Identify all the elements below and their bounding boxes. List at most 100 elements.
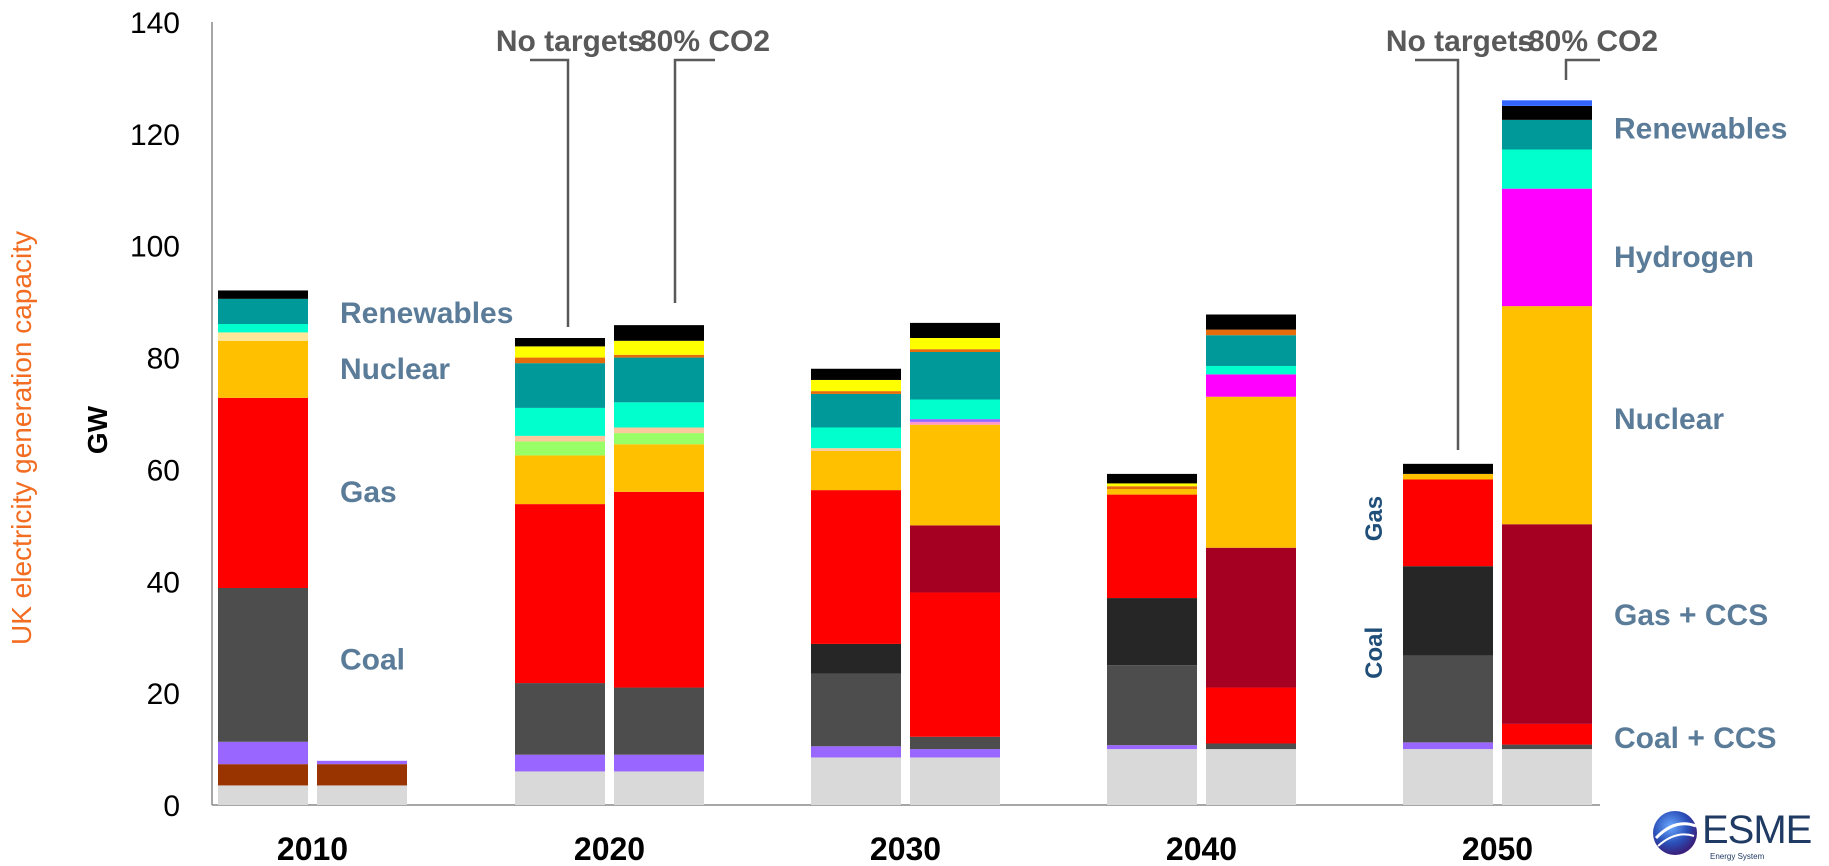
- bar-segment-gas: [1206, 687, 1296, 744]
- bar-segment-gas: [614, 491, 704, 688]
- bar-segment-coal: [515, 683, 605, 755]
- y-tick-label: 0: [163, 790, 180, 823]
- bar-segment-violet: [614, 754, 704, 772]
- bar-segment-base_grey: [1403, 749, 1493, 805]
- bar-segment-teal: [811, 393, 901, 428]
- bar-segment-teal: [1502, 119, 1592, 150]
- bar-segment-gas_ccs: [910, 525, 1000, 593]
- bar-segment-brown: [317, 764, 407, 786]
- x-group-label: 2030: [870, 831, 941, 866]
- bar-segment-peach: [614, 427, 704, 434]
- bar-segment-gas: [218, 397, 308, 588]
- bar-segment-black: [1502, 105, 1592, 120]
- bar-segment-cream: [218, 332, 308, 341]
- bar-segment-coal: [1403, 655, 1493, 743]
- category-annotation-rotated: Coal: [1361, 627, 1388, 679]
- x-group-label: 2020: [574, 831, 645, 866]
- bar-segment-violet: [1403, 742, 1493, 750]
- bar-segment-coal: [1107, 665, 1197, 746]
- bar-segment-mint: [515, 407, 605, 436]
- bar-segment-nuclear: [1206, 396, 1296, 548]
- bar-segment-black: [614, 325, 704, 341]
- bar-segment-coal: [910, 736, 1000, 750]
- y-axis-label: GW: [82, 405, 113, 454]
- bar-segment-mint: [1206, 365, 1296, 375]
- bar-segment-violet: [910, 749, 1000, 758]
- bar-segment-orange: [811, 391, 901, 394]
- bar-segment-orange: [910, 349, 1000, 352]
- y-tick-label: 120: [130, 119, 180, 152]
- category-annotation: Nuclear: [1614, 403, 1724, 436]
- bar-segment-base_grey: [317, 785, 407, 805]
- category-annotation: Nuclear: [340, 353, 450, 386]
- bar-segment-coal: [614, 687, 704, 755]
- bar-segment-nuclear: [515, 455, 605, 505]
- bar-segment-black: [910, 322, 1000, 338]
- bar-segment-mint: [811, 427, 901, 449]
- bar-segment-yellow: [1107, 483, 1197, 487]
- bar-segment-coal_ccs: [1107, 598, 1197, 666]
- bar-segment-coal: [1206, 743, 1296, 750]
- bar-segment-coal: [811, 673, 901, 747]
- bar-segment-black: [1206, 314, 1296, 330]
- bar-segment-base_grey: [811, 757, 901, 805]
- scenario-label: -80% CO2: [1518, 25, 1658, 58]
- category-annotation-rotated: Gas: [1361, 496, 1388, 541]
- scenario-leader-line: [1564, 58, 1600, 80]
- bar-segment-black: [515, 337, 605, 347]
- bar-segment-base_grey: [614, 771, 704, 805]
- y-tick-label: 80: [147, 343, 180, 376]
- logo-subtitle: Energy System: [1710, 852, 1765, 861]
- bar-segment-teal: [515, 363, 605, 408]
- bar-segment-mint: [1502, 149, 1592, 189]
- y-tick-label: 100: [130, 231, 180, 264]
- bar-segment-orange: [515, 357, 605, 364]
- bar-segment-base_grey: [910, 757, 1000, 805]
- bar-segment-gas: [811, 490, 901, 644]
- bar-segment-orange: [614, 354, 704, 358]
- y-tick-label: 20: [147, 678, 180, 711]
- scenario-leader-line: [530, 58, 570, 327]
- y-tick-label: 40: [147, 566, 180, 599]
- bar-segment-mint: [218, 324, 308, 333]
- bar-segment-coal: [218, 587, 308, 742]
- bar-segment-gas: [515, 504, 605, 684]
- category-annotation: Coal + CCS: [1614, 722, 1777, 755]
- bar-segment-yellow: [515, 346, 605, 358]
- category-annotation: Renewables: [340, 297, 513, 330]
- bar-segment-violet: [1107, 745, 1197, 750]
- bar-segment-orange: [1206, 329, 1296, 336]
- y-tick-label: 140: [130, 7, 180, 40]
- bar-segment-peach: [811, 448, 901, 451]
- x-group-label: 2040: [1166, 831, 1237, 866]
- bar-segment-gas: [1107, 494, 1197, 599]
- x-group-label: 2050: [1462, 831, 1533, 866]
- bar-segment-base_grey: [1502, 749, 1592, 805]
- bar-segment-teal: [910, 351, 1000, 400]
- scenario-label: No targets: [496, 25, 644, 58]
- category-annotation: Gas + CCS: [1614, 599, 1768, 632]
- bar-segment-coal: [1502, 744, 1592, 750]
- scenario-label: No targets: [1386, 25, 1534, 58]
- bar-segment-black: [1403, 463, 1493, 474]
- bar-segment-light_green: [515, 441, 605, 456]
- bar-segment-gas: [1403, 479, 1493, 567]
- bar-segment-violet: [317, 760, 407, 765]
- bar-segment-brown: [218, 764, 308, 786]
- category-annotation: Gas: [340, 476, 397, 509]
- x-group-label: 2010: [277, 831, 348, 866]
- bar-segment-yellow: [614, 340, 704, 355]
- bar-segment-base_grey: [515, 771, 605, 805]
- bar-segment-yellow: [910, 337, 1000, 350]
- bar-segment-gas: [1502, 723, 1592, 745]
- bar-segment-gas_ccs: [1206, 547, 1296, 688]
- bar-segment-hydrogen: [1206, 374, 1296, 397]
- bar-segment-yellow: [811, 379, 901, 392]
- bar-segment-base_grey: [1107, 749, 1197, 805]
- bar-segment-violet: [910, 419, 1000, 422]
- bar-segment-teal: [1206, 335, 1296, 366]
- category-annotation: Hydrogen: [1614, 241, 1754, 274]
- scenario-label: -80% CO2: [630, 25, 770, 58]
- bar-segment-nuclear: [614, 444, 704, 492]
